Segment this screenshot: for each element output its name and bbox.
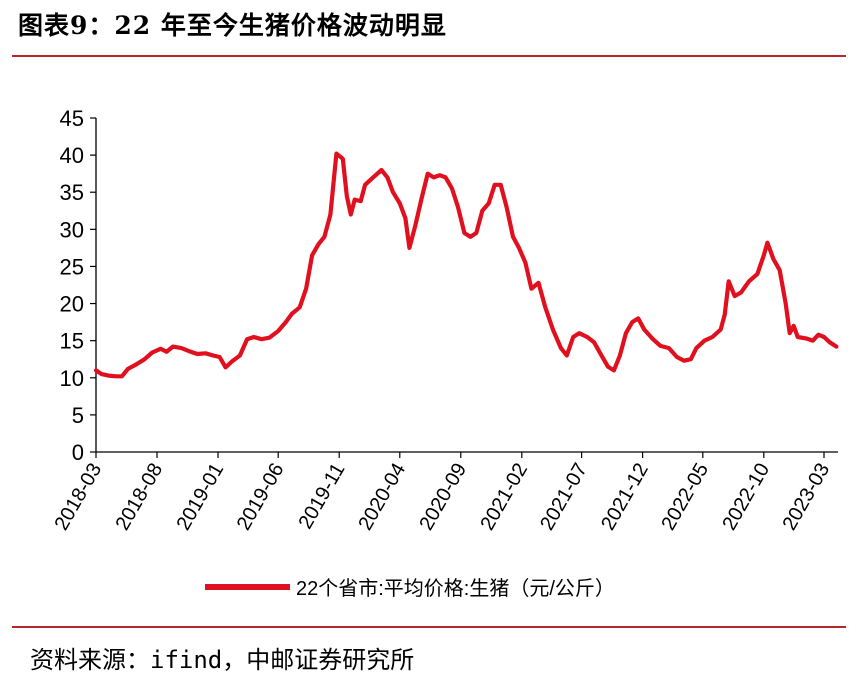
- y-tick-label: 0: [72, 440, 84, 465]
- x-tick-label: 2019-11: [295, 460, 350, 533]
- legend-label: 22个省市:平均价格:生猪（元/公斤）: [296, 577, 615, 600]
- source-note: 资料来源：ifind，中邮证券研究所: [30, 646, 415, 674]
- y-tick-label: 30: [60, 217, 84, 242]
- title-rule: [12, 55, 846, 57]
- y-tick-label: 10: [60, 366, 84, 391]
- series-layer: [93, 151, 839, 379]
- x-tick-label: 2018-03: [51, 460, 107, 535]
- y-tick-label: 40: [60, 143, 84, 168]
- source-rule: [12, 626, 846, 628]
- y-tick-label: 35: [60, 180, 84, 205]
- x-tick-label: 2021-12: [597, 460, 653, 535]
- y-tick-label: 25: [60, 254, 84, 279]
- x-tick-label: 2021-02: [476, 460, 532, 535]
- x-tick-label: 2020-09: [415, 460, 471, 535]
- x-tick-label: 2019-01: [173, 460, 229, 535]
- price-line-chart: 0 5 10 15 20 25 30 35 40 45 2018-03 2018-08 2019-01…: [51, 106, 839, 600]
- y-axis: 0 5 10 15 20 25 30 35 40 45: [60, 106, 97, 465]
- x-tick-label: 2023-03: [779, 460, 835, 535]
- x-tick-label: 2021-07: [536, 460, 592, 535]
- x-tick-label: 2022-05: [657, 460, 713, 535]
- series-line: [93, 151, 839, 379]
- x-tick-label: 2018-08: [112, 460, 168, 535]
- y-tick-label: 15: [60, 329, 84, 354]
- x-tick-label: 2022-10: [718, 460, 774, 535]
- legend: 22个省市:平均价格:生猪（元/公斤）: [205, 577, 615, 600]
- chart-title: 图表9：22 年至今生猪价格波动明显: [18, 11, 447, 40]
- y-tick-label: 20: [60, 292, 84, 317]
- y-tick-label: 45: [60, 106, 84, 131]
- y-tick-label: 5: [72, 403, 84, 428]
- x-axis: 2018-03 2018-08 2019-01 2019-06 2019-11 2020-…: [51, 451, 838, 535]
- x-tick-label: 2020-04: [354, 460, 410, 535]
- x-tick-label: 2019-06: [233, 460, 289, 535]
